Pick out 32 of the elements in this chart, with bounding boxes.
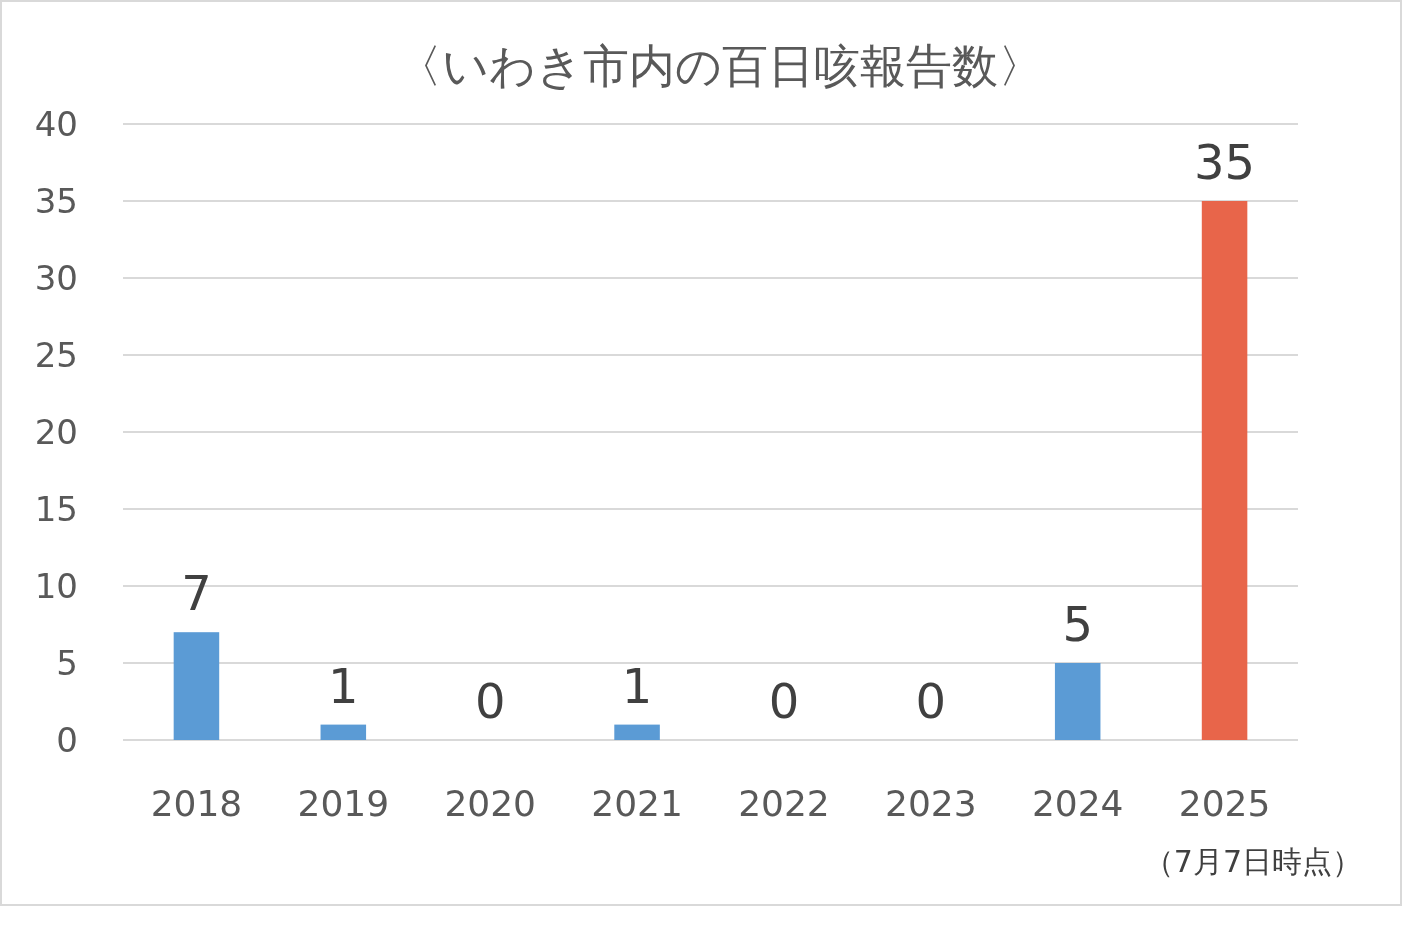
data-label: 1 <box>621 657 653 714</box>
x-tick-label: 2022 <box>738 783 830 824</box>
x-tick-label: 2024 <box>1031 783 1124 824</box>
text: （7月7日時点） <box>1143 844 1362 879</box>
data-label: 0 <box>915 673 947 729</box>
chart-title: 〈いわき市内の百日咳報告数〉 <box>396 39 1044 93</box>
data-label: 5 <box>1062 596 1093 652</box>
x-tick-label: 2018 <box>150 783 243 824</box>
y-tick-label: 25 <box>34 335 78 375</box>
y-tick-label: 15 <box>34 489 78 529</box>
y-tick-label: 40 <box>34 104 78 144</box>
y-tick-label: 0 <box>56 720 78 760</box>
bar <box>1054 663 1101 740</box>
x-tick-label: 2019 <box>297 783 390 824</box>
x-tick-label: 2025 <box>1178 783 1271 824</box>
data-label: 35 <box>1194 134 1256 190</box>
bar <box>320 724 367 740</box>
bar <box>173 632 220 740</box>
data-label: 7 <box>181 565 212 622</box>
y-tick-label: 30 <box>34 258 78 298</box>
x-tick-label: 2021 <box>591 783 683 824</box>
data-label: 0 <box>768 673 800 729</box>
x-tick-label: 2023 <box>885 783 977 824</box>
data-label: 0 <box>474 673 506 729</box>
y-tick-label: 20 <box>34 412 78 452</box>
y-tick-label: 10 <box>34 566 78 606</box>
bar <box>1201 201 1248 740</box>
y-tick-label: 35 <box>34 181 78 221</box>
y-tick-label: 5 <box>56 643 78 683</box>
bar <box>614 724 660 740</box>
x-tick-label: 2020 <box>444 783 536 824</box>
data-label: 1 <box>328 657 359 714</box>
